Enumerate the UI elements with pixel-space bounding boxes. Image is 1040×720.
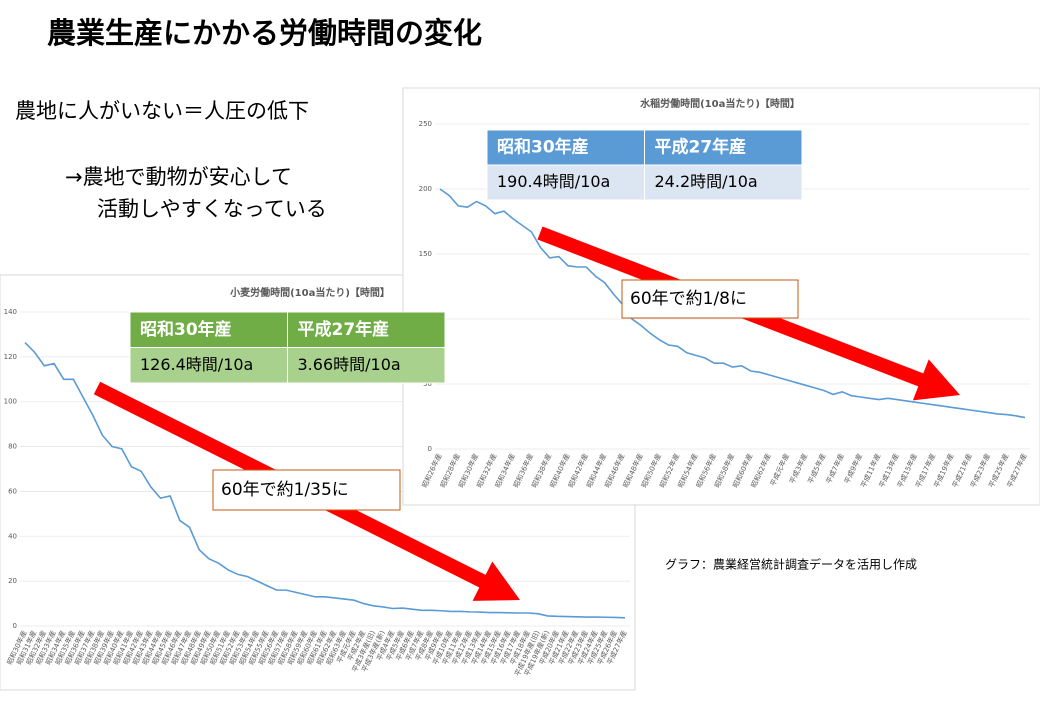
table-cell [644,164,803,201]
note: グラフ：農業経営統計調査データを活用し作成 [665,557,917,572]
table-cell-text: 190.4時間/10a [497,172,610,191]
callout-text: 60年で約1/35に [221,480,349,500]
table-header-cell [287,311,446,348]
table-header-text: 平成27年産 [298,319,390,340]
y-tick-label: 80 [8,443,17,451]
y-tick-label: 150 [419,250,432,258]
y-tick-label: 60 [8,487,17,495]
y-tick-label: 40 [8,532,17,540]
table-cell-text: 3.66時間/10a [298,355,401,374]
slide-title: 農業生産にかかる労働時間の変化 [47,16,482,50]
table-cell [129,347,288,384]
summary-table: 昭和30年産 平成27年産 126.4時間/10a 3.66時間/10a [129,311,446,384]
y-tick-label: 120 [4,353,17,361]
summary-table: 昭和30年産 平成27年産 190.4時間/10a 24.2時間/10a [486,129,803,201]
table-header-text: 平成27年産 [655,137,747,158]
table-header-text: 昭和30年産 [497,137,589,158]
callout-box [212,469,401,511]
chart-title: 小麦労働時間(10a当たり)【時間】 [229,286,390,299]
y-tick-label: 50 [423,380,432,388]
text-line: 農地に人がいない＝人圧の低下 [15,99,309,123]
y-tick-label: 20 [8,577,17,585]
y-tick-label: 250 [419,120,432,128]
callout-box [621,279,799,319]
table-cell-text: 126.4時間/10a [140,355,253,374]
table-header-text: 昭和30年産 [140,319,232,340]
table-cell [287,347,446,384]
y-tick-label: 200 [419,185,432,193]
text-line: →農地で動物が安心して [65,165,292,189]
data-line [24,341,626,619]
y-tick-label: 140 [4,308,17,316]
data-line [439,188,1026,419]
overlays: 昭和30年産 平成27年産126.4時間/10a 3.66時間/10a昭和30年産平… [93,129,960,601]
text-line: 活動しやすくなっている [97,197,327,221]
table-header-cell [644,129,803,166]
callout-text: 60年で約1/8に [630,289,747,309]
table-cell [486,164,645,201]
y-tick-label: 0 [428,445,432,453]
table-cell-text: 24.2時間/10a [655,172,758,191]
y-tick-label: 100 [4,398,17,406]
chart-title: 水稲労働時間(10a当たり)【時間】 [639,97,800,110]
y-tick-label: 0 [13,622,17,630]
